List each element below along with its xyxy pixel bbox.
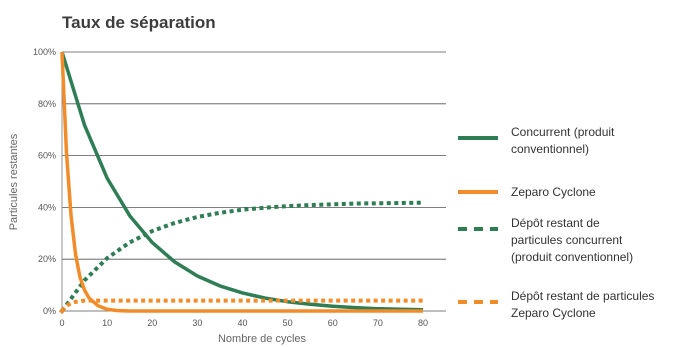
x-tick-label: 20	[147, 318, 157, 328]
series-lines	[60, 51, 424, 313]
y-axis-ticks: 0% 20% 40% 60% 80% 100%	[33, 47, 56, 316]
x-tick-label: 30	[192, 318, 202, 328]
legend-label: Zeparo Cyclone	[511, 185, 596, 199]
y-tick-label: 100%	[33, 47, 56, 57]
series-line-2	[60, 51, 423, 313]
x-axis-ticks: 0 10 20 30 40 50 60 70 80	[59, 318, 428, 328]
y-tick-label: 20%	[38, 254, 56, 264]
start-marker	[59, 308, 65, 314]
x-tick-label: 60	[328, 318, 338, 328]
legend-label: Concurrent (produit conventionnel)	[511, 125, 615, 156]
series-line-4	[60, 298, 423, 313]
x-tick-label: 40	[237, 318, 247, 328]
series-line-3	[60, 200, 424, 313]
x-tick-label: 70	[373, 318, 383, 328]
series-line-1	[60, 51, 424, 312]
y-tick-label: 0%	[43, 306, 56, 316]
legend-label: Dépôt restant de particules concurrent (pr…	[511, 216, 633, 264]
legend: Concurrent (produit conventionnel) Zeparo …	[458, 125, 654, 320]
x-axis-label: Nombre de cycles	[218, 333, 307, 345]
x-tick-label: 80	[418, 318, 428, 328]
legend-label: Dépôt restant de particules Zeparo Cyclon…	[511, 289, 654, 320]
x-tick-label: 10	[102, 318, 112, 328]
start-markers	[59, 308, 65, 314]
gridlines	[61, 51, 446, 312]
y-axis-label: Particules restantes	[8, 133, 20, 230]
x-tick-label: 0	[59, 318, 64, 328]
y-tick-label: 80%	[38, 99, 56, 109]
y-tick-label: 60%	[38, 151, 56, 161]
y-tick-label: 40%	[38, 202, 56, 212]
x-tick-label: 50	[283, 318, 293, 328]
chart-title: Taux de séparation	[62, 13, 216, 32]
